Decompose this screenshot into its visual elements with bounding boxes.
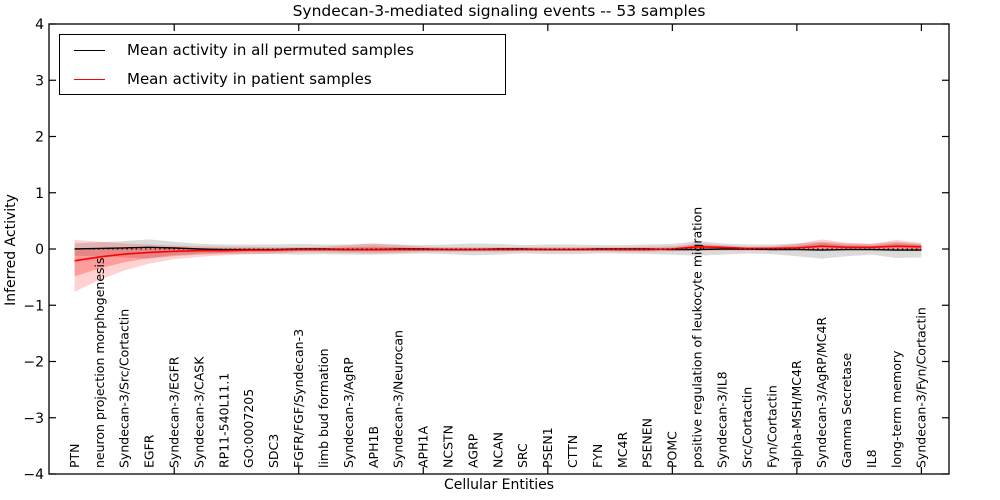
x-tick-label: Fyn/Cortactin [764,385,779,468]
x-tick-label: FYN [590,444,605,468]
patient-mean-line [74,245,922,262]
x-tick-label: PSENEN [640,418,655,468]
patient-inner-band [74,242,922,277]
x-tick-label: RP11-540L11.1 [216,373,231,468]
x-tick-label: EGFR [142,434,157,468]
x-tick-label: limb bud formation [316,348,331,468]
x-tick-label: MC4R [615,432,630,468]
chart-title: Syndecan-3-mediated signaling events -- … [292,2,706,20]
patient-line-icon [74,78,105,80]
x-tick-label: SDC3 [266,434,281,468]
y-tick-label: 1 [35,186,44,202]
legend: Mean activity in all permuted samples Me… [59,34,506,95]
x-tick-label: IL8 [864,449,879,468]
x-tick-label: Syndecan-3/EGFR [167,356,182,468]
x-tick-label: Syndecan-3/Src/Cortactin [117,309,132,468]
x-tick-label: Syndecan-3/AgRP/MC4R [814,317,829,468]
y-tick-label: 0 [35,242,44,258]
x-tick-label: POMC [665,431,680,468]
x-tick-label: PSEN1 [540,427,555,468]
x-tick-label: alpha-MSH/MC4R [789,360,804,468]
x-tick-label: GO:0007205 [241,389,256,468]
x-tick-label: Syndecan-3/Neurocan [391,330,406,468]
x-tick-label: Syndecan-3/AgRP [341,357,356,468]
x-tick-label: neuron projection morphogenesis [92,257,107,468]
y-tick-label: 2 [35,130,44,146]
x-tick-label: Syndecan-3/CASK [191,356,206,468]
x-tick-label: Src/Cortactin [739,387,754,468]
x-tick-label: SRC [515,443,530,468]
x-tick-label: Syndecan-3/Fyn/Cortactin [914,307,929,468]
y-tick-label: 4 [35,17,44,33]
x-axis-label: Cellular Entities [443,477,555,493]
y-tick-label: −2 [23,355,44,371]
permuted-line-icon [74,49,105,51]
x-tick-label: Syndecan-3/IL8 [715,371,730,468]
legend-item-patient: Mean activity in patient samples [60,65,505,93]
y-tick-label: −4 [23,467,44,483]
x-tick-label: APH1B [366,426,381,468]
x-tick-label: Gamma Secretase [839,353,854,468]
legend-label-patient: Mean activity in patient samples [127,70,372,88]
x-tick-label: PTN [67,443,82,468]
x-tick-label: NCSTN [441,425,456,468]
x-tick-label: long-term memory [889,350,904,468]
x-tick-label: CTTN [565,435,580,468]
x-tick-label: APH1A [416,426,431,468]
x-tick-label: NCAN [490,432,505,468]
y-tick-label: 3 [35,73,44,89]
y-tick-label: −3 [23,411,44,427]
patient-band [74,239,922,292]
x-tick-label: FGFR/FGF/Syndecan-3 [291,329,306,468]
x-tick-label: AGRP [465,433,480,468]
legend-item-permuted: Mean activity in all permuted samples [60,36,505,64]
x-tick-label: positive regulation of leukocyte migrati… [690,207,705,468]
legend-label-permuted: Mean activity in all permuted samples [127,41,414,59]
y-tick-label: −1 [23,298,44,314]
